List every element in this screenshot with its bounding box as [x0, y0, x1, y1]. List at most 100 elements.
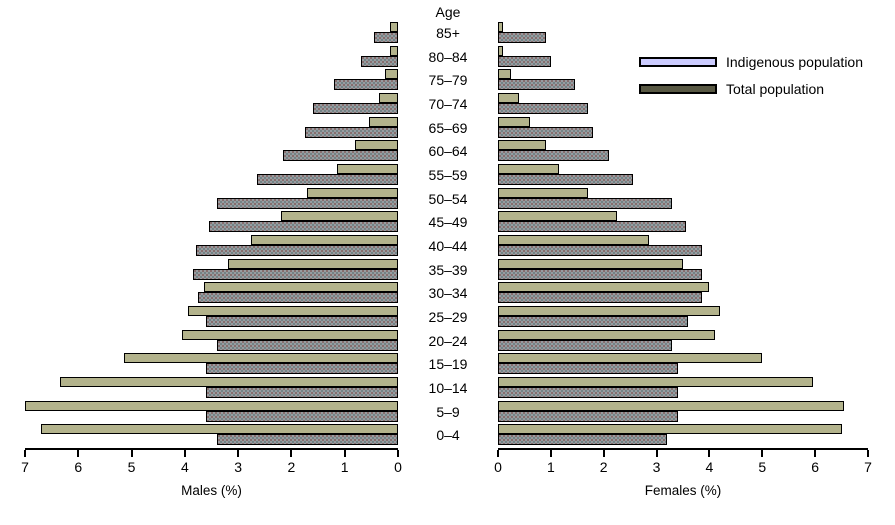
bar-males-indigenous-5–9 [25, 400, 398, 411]
tick-mark [814, 450, 817, 457]
males-row-5–9 [25, 400, 398, 425]
bar-males-indigenous-25–29 [187, 305, 398, 316]
tick-label: 4 [705, 459, 714, 475]
bar-males-total-45–49 [208, 221, 398, 233]
bar-females-indigenous-25–29 [498, 305, 720, 316]
tick-mark [549, 450, 552, 457]
bar-females-indigenous-50–54 [498, 187, 588, 198]
females-row-35–39 [498, 258, 868, 283]
bar-males-indigenous-60–64 [355, 140, 398, 151]
females-row-25–29 [498, 305, 868, 330]
tick-mark [130, 450, 133, 457]
tick-label: 3 [234, 459, 243, 475]
tick-label: 7 [864, 459, 872, 475]
bar-females-indigenous-80–84 [498, 45, 504, 56]
bar-females-indigenous-70–74 [498, 92, 520, 103]
females-row-20–24 [498, 329, 868, 354]
bar-females-total-15–19 [498, 363, 678, 375]
males-row-35–39 [25, 258, 398, 283]
bar-females-total-55–59 [498, 173, 633, 185]
bar-females-total-35–39 [498, 268, 702, 280]
age-label-15–19: 15–19 [428, 356, 468, 373]
bar-females-total-25–29 [498, 315, 689, 327]
females-x-axis: 0 1 2 3 4 5 6 7 [494, 448, 872, 475]
males-row-70–74 [25, 92, 398, 117]
females-plot [498, 22, 868, 448]
females-row-10–14 [498, 376, 868, 401]
legend: Indigenous population Total population [639, 53, 863, 107]
legend-swatch-total [639, 83, 717, 94]
bar-females-indigenous-5–9 [498, 400, 845, 411]
bar-males-total-50–54 [216, 197, 398, 209]
age-label-65–69: 65–69 [428, 119, 468, 136]
bar-females-indigenous-65–69 [498, 116, 530, 127]
bar-males-indigenous-30–34 [203, 282, 398, 293]
males-plot [25, 22, 398, 448]
tick-label: 2 [599, 459, 608, 475]
bar-females-total-65–69 [498, 126, 594, 138]
tick-mark [237, 450, 240, 457]
bar-females-total-50–54 [498, 197, 673, 209]
males-row-50–54 [25, 187, 398, 212]
bar-males-indigenous-80–84 [390, 45, 398, 56]
tick-label: 5 [127, 459, 136, 475]
females-row-75–79 [498, 69, 868, 93]
bar-females-total-5–9 [498, 410, 678, 422]
tick-label: 1 [340, 459, 349, 475]
bar-males-indigenous-45–49 [280, 211, 398, 222]
age-label-45–49: 45–49 [428, 214, 468, 231]
males-row-20–24 [25, 329, 398, 354]
bar-females-indigenous-20–24 [498, 329, 715, 340]
males-row-30–34 [25, 282, 398, 306]
bar-females-indigenous-45–49 [498, 211, 617, 222]
age-label-50–54: 50–54 [428, 190, 468, 207]
bar-females-indigenous-75–79 [498, 69, 512, 80]
females-row-60–64 [498, 140, 868, 164]
age-label-30–34: 30–34 [428, 285, 468, 302]
bar-females-indigenous-55–59 [498, 163, 559, 174]
bar-males-total-0–4 [216, 434, 398, 446]
age-label-60–64: 60–64 [428, 143, 468, 160]
males-axis-title: Males (%) [181, 483, 242, 498]
tick-mark [290, 450, 293, 457]
tick-mark [497, 450, 499, 457]
tick-mark [602, 450, 605, 457]
bar-females-total-10–14 [498, 386, 678, 398]
bar-males-total-35–39 [192, 268, 398, 280]
bar-females-total-45–49 [498, 221, 686, 233]
males-row-10–14 [25, 376, 398, 401]
age-label-40–44: 40–44 [428, 237, 468, 254]
age-label-70–74: 70–74 [428, 95, 468, 112]
bar-males-total-75–79 [334, 79, 398, 91]
legend-item-indigenous: Indigenous population [639, 53, 863, 70]
age-label-55–59: 55–59 [428, 166, 468, 183]
legend-item-total: Total population [639, 80, 863, 97]
tick-label: 7 [21, 459, 29, 475]
males-row-65–69 [25, 116, 398, 141]
bar-females-total-0–4 [498, 434, 668, 446]
bar-males-total-80–84 [360, 55, 398, 67]
bar-females-total-80–84 [498, 55, 551, 67]
males-row-15–19 [25, 353, 398, 377]
females-row-15–19 [498, 353, 868, 377]
bar-males-total-85+ [374, 32, 398, 43]
bar-females-indigenous-60–64 [498, 140, 546, 151]
bar-males-total-30–34 [198, 292, 398, 304]
age-label-0–4: 0–4 [436, 427, 460, 444]
age-axis-title: Age [435, 4, 461, 20]
tick-mark [77, 450, 80, 457]
bar-males-indigenous-35–39 [227, 258, 398, 269]
bar-females-indigenous-0–4 [498, 424, 842, 435]
bar-males-indigenous-65–69 [368, 116, 398, 127]
bar-males-total-20–24 [216, 339, 398, 351]
bar-males-total-10–14 [206, 386, 398, 398]
legend-label-total: Total population [726, 80, 825, 97]
age-label-80–84: 80–84 [428, 48, 468, 65]
age-labels: 85+ 80–84 75–79 70–74 65–69 60–64 55–59 50–54 45… [398, 22, 498, 448]
bar-females-total-40–44 [498, 244, 702, 256]
tick-label: 3 [652, 459, 661, 475]
tick-mark [867, 450, 869, 457]
age-label-75–79: 75–79 [428, 72, 468, 89]
bar-males-indigenous-20–24 [182, 329, 398, 340]
